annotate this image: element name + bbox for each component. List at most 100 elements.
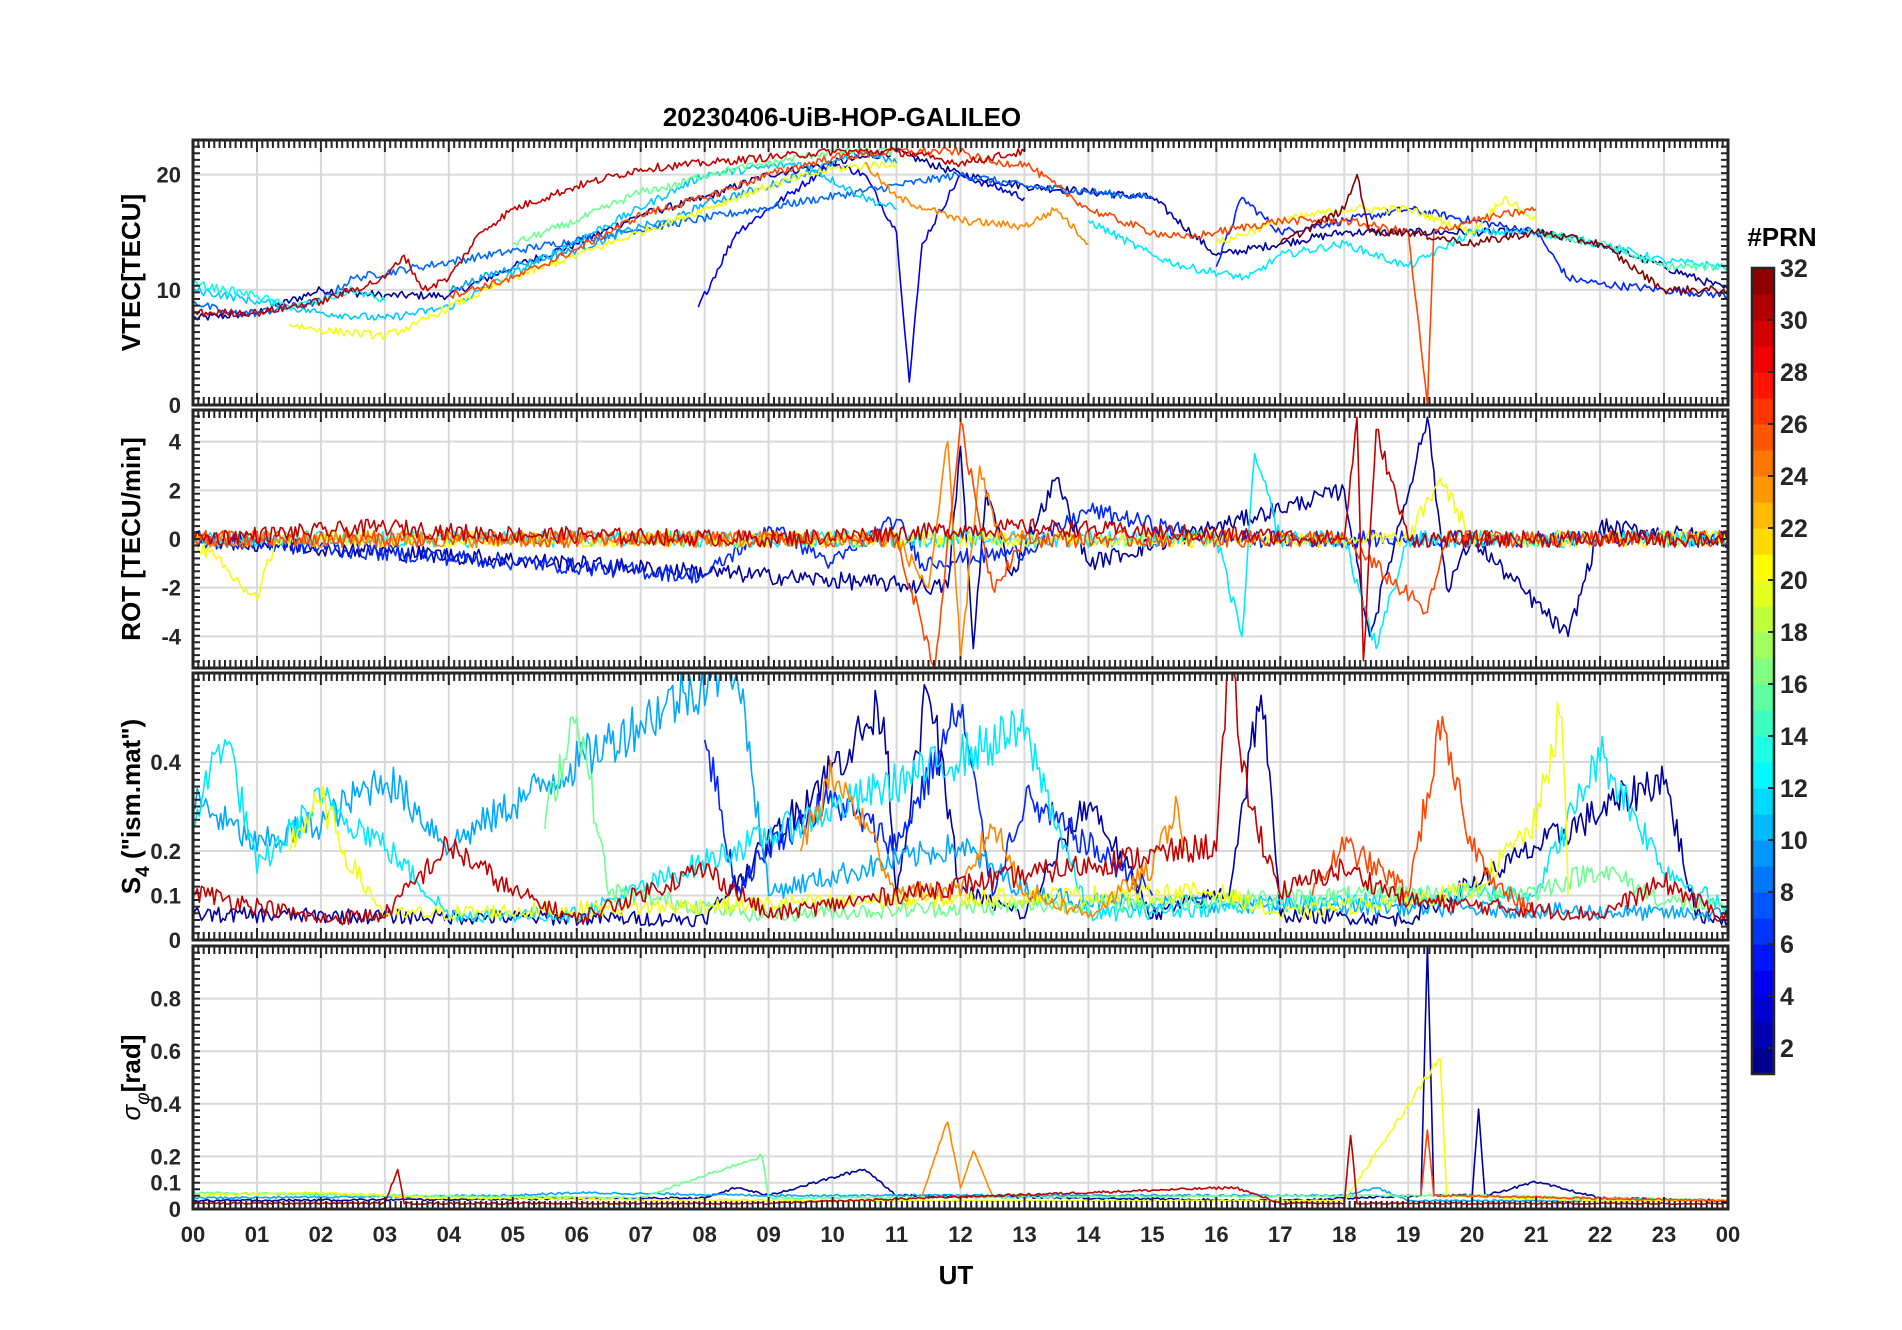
colorbar-frame [1750,266,1776,1076]
x-tick-label: 00 [181,1222,205,1247]
y-tick-label: 0 [169,393,181,418]
panel-rot: -4 -2 0 2 4 ROT [TECU/min] [116,408,1730,670]
colorbar-band [1752,476,1774,503]
y-tick-label: 10 [157,278,181,303]
x-tick-label: 19 [1396,1222,1420,1247]
x-tick-label: 16 [1204,1222,1228,1247]
series-line-prn-20 [288,161,898,341]
x-tick-label: 00 [1716,1222,1740,1247]
series-group [193,146,1728,405]
y-tick-label: 0.1 [150,1171,181,1196]
colorbar-band [1752,658,1774,685]
y-tick-label: 0 [169,1197,181,1222]
colorbar-band [1752,268,1774,295]
y-tick-label: 2 [169,478,181,503]
series-line-prn-20 [288,701,1569,921]
colorbar-band [1752,762,1774,789]
colorbar-band [1752,866,1774,893]
colorbar-tick-label: 6 [1780,931,1794,959]
colorbar-band [1752,606,1774,633]
colorbar-tick-label: 10 [1780,827,1808,855]
x-tick-label: 08 [692,1222,716,1247]
colorbar-band [1752,736,1774,763]
colorbar-band [1752,398,1774,425]
colorbar-band [1752,294,1774,321]
series-line-prn-8 [193,171,1153,318]
series-line-prn-16 [544,716,1728,923]
y-tick-label: 0.2 [150,1144,181,1169]
colorbar-band [1752,970,1774,997]
x-tick-label: 10 [820,1222,844,1247]
colorbar-band [1752,320,1774,347]
x-tick-label: 04 [437,1222,462,1247]
x-tick-label: 17 [1268,1222,1292,1247]
colorbar-tick-label: 20 [1780,567,1808,595]
colorbar-tick-label: 26 [1780,411,1808,439]
y-tick-label: 20 [157,163,181,188]
series-line-prn-32 [1279,173,1728,295]
colorbar-band [1752,580,1774,607]
colorbar-tick-label: 22 [1780,515,1808,543]
colorbar-band [1752,346,1774,373]
chart-title: 20230406-UiB-HOP-GALILEO [663,102,1021,132]
x-tick-label: 09 [756,1222,780,1247]
y-axis-label: ROT [TECU/min] [116,437,146,641]
x-tick-label: 23 [1652,1222,1676,1247]
colorbar-tick-label: 28 [1780,359,1808,387]
x-tick-label: 01 [245,1222,269,1247]
colorbar-label: #PRN [1747,222,1816,252]
y-tick-label: 0.1 [150,884,181,909]
colorbar-band [1752,892,1774,919]
axes-frame [191,138,1730,407]
colorbar-band [1752,632,1774,659]
series-line-prn-6 [703,702,1154,897]
series-group [193,416,1728,668]
x-tick-label: 06 [565,1222,589,1247]
colorbar-tick-label: 8 [1780,879,1794,907]
x-tick-label: 11 [885,1222,908,1247]
y-tick-label: 0.6 [150,1039,181,1064]
y-tick-label: 4 [169,430,182,455]
x-tick-label: 13 [1012,1222,1036,1247]
panel-sigma-phi: 00.10.2 0.4 0.6 0.8 σφ[rad] [116,944,1730,1222]
series-line-prn-24 [921,1121,994,1197]
series-line-prn-24 [799,759,1186,919]
colorbar-band [1752,450,1774,477]
y-axis-label: σφ[rad] [116,1035,154,1121]
colorbar-tick-label: 24 [1780,463,1808,491]
colorbar-band [1752,918,1774,945]
series-line-prn-26 [448,146,1537,405]
colorbar-band [1752,996,1774,1023]
x-tick-label: 18 [1332,1222,1356,1247]
colorbar-band [1752,502,1774,529]
series-line-prn-26 [1420,1129,1728,1203]
y-axis-label: VTEC[TECU] [116,194,146,351]
colorbar-tick-label: 2 [1780,1035,1794,1063]
colorbar-tick-label: 16 [1780,671,1808,699]
series-line-prn-20 [1215,196,1537,245]
series-line-prn-30 [193,147,1026,318]
colorbar-tick-label: 4 [1780,983,1794,1011]
y-tick-label: 0.4 [150,1092,181,1117]
y-tick-label: 0.2 [150,839,181,864]
x-tick-label: 12 [948,1222,972,1247]
x-tick-label: 05 [501,1222,525,1247]
panel-vtec: 0 10 20 VTEC[TECU] [116,138,1730,418]
colorbar-band [1752,788,1774,815]
axes-frame [191,671,1730,942]
colorbar-band [1752,554,1774,581]
x-tick-label: 03 [373,1222,397,1247]
colorbar-tick-label: 18 [1780,619,1808,647]
colorbar-tick-label: 12 [1780,775,1808,803]
x-tick-label: 21 [1524,1222,1548,1247]
colorbar-tick-label: 30 [1780,307,1808,335]
series-line-prn-13 [193,279,386,311]
y-tick-label: -2 [161,576,181,601]
colorbar-band [1752,1048,1774,1075]
y-tick-label: 0.4 [150,750,181,775]
x-tick-label: 02 [309,1222,333,1247]
y-tick-label: 0 [169,928,181,953]
